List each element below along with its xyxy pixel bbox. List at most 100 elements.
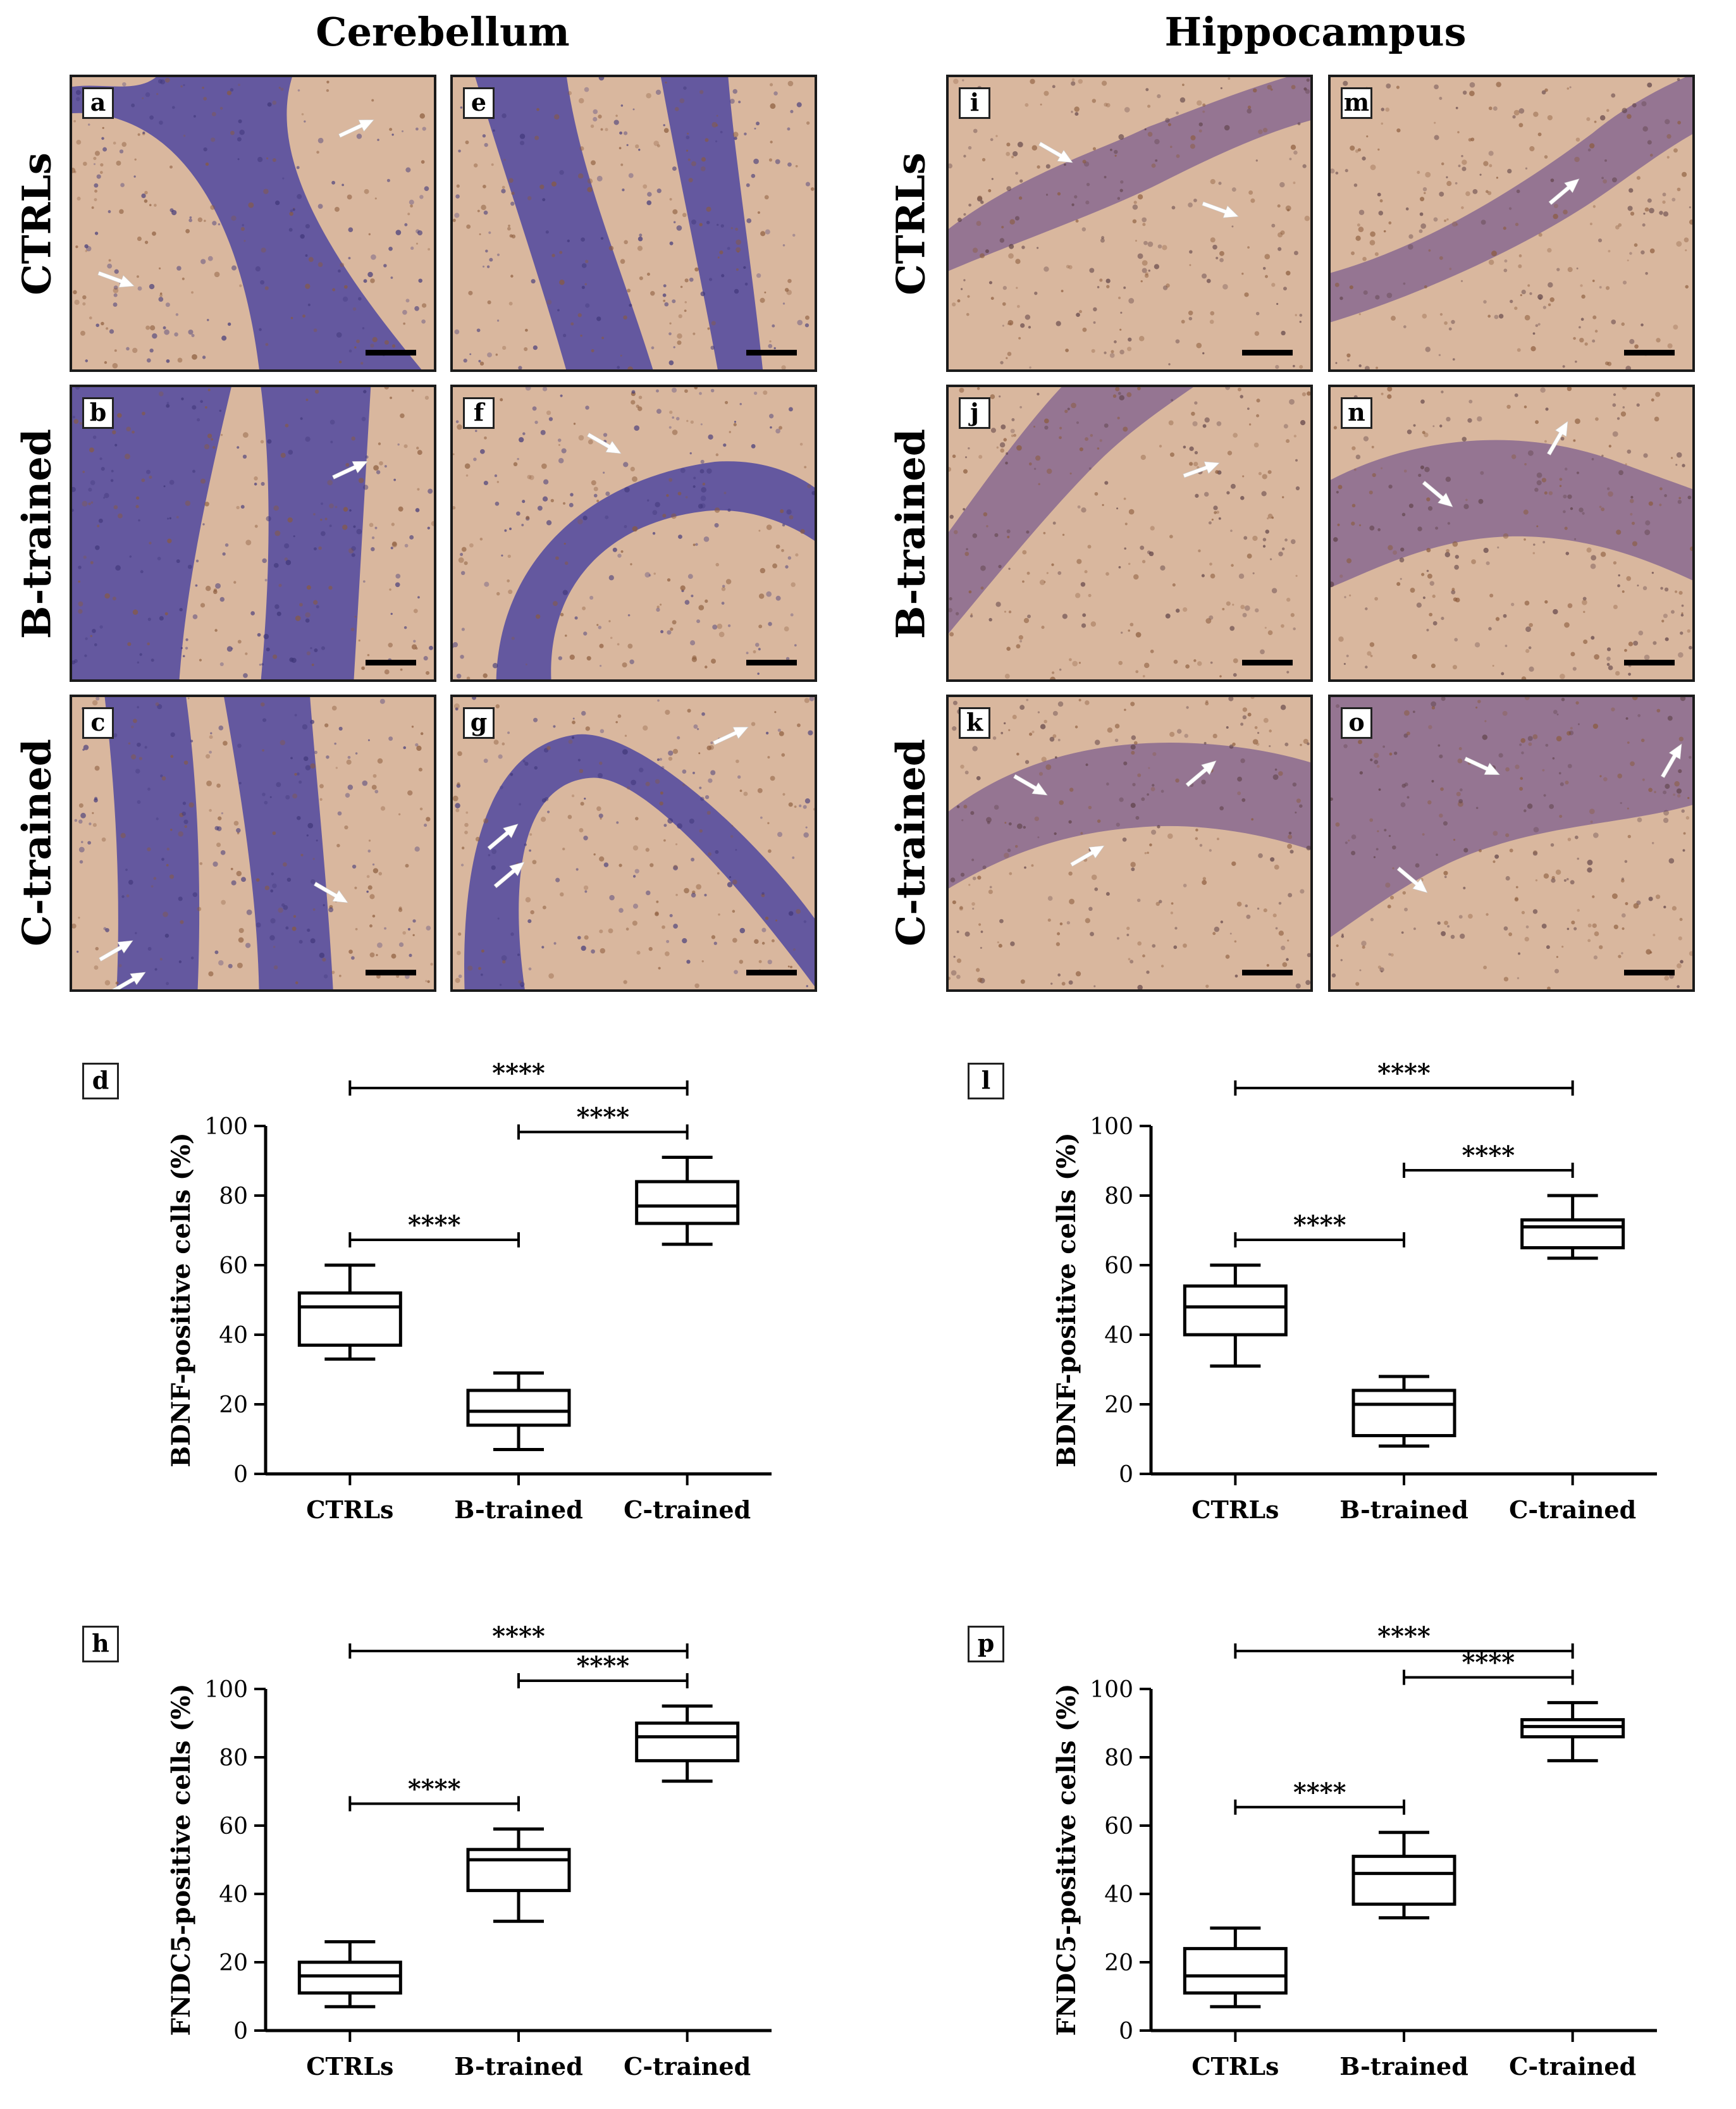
cell-layer bbox=[949, 387, 1193, 634]
white-arrow-icon bbox=[711, 721, 751, 748]
row-label-btrained-hippocampus: B-trained bbox=[887, 428, 934, 640]
panel-letter: o bbox=[1341, 707, 1372, 739]
y-tick-label: 20 bbox=[219, 1950, 248, 1976]
white-arrow-icon bbox=[1543, 418, 1573, 457]
significance-label: **** bbox=[492, 1621, 545, 1651]
row-label-ctrained: C-trained bbox=[13, 739, 60, 946]
cell-layer bbox=[949, 742, 1310, 889]
row-label-ctrls: CTRLs bbox=[13, 152, 60, 295]
x-tick-label: CTRLs bbox=[1191, 2052, 1279, 2081]
white-arrow-icon bbox=[491, 857, 529, 891]
cell-layer bbox=[475, 77, 763, 369]
white-arrow-icon bbox=[1183, 756, 1221, 790]
scale-bar bbox=[746, 660, 797, 665]
iqr-box bbox=[1520, 1218, 1625, 1249]
y-tick-label: 80 bbox=[219, 1745, 248, 1771]
panel-letter: f bbox=[463, 397, 495, 429]
micrograph-g: g bbox=[450, 695, 817, 992]
box-plot: 0 20 40 60 80 100 BDNF-positive cells (%) CTRLs… bbox=[166, 1058, 772, 1524]
row-label-btrained: B-trained bbox=[13, 428, 60, 640]
micrograph-n: n bbox=[1328, 385, 1695, 682]
micrograph-o: o bbox=[1328, 695, 1695, 992]
iqr-box bbox=[1520, 1718, 1625, 1739]
chart-p: p 0 20 40 60 80 100 FNDC5-positive cells (%) CTR… bbox=[968, 1619, 1714, 2106]
scale-bar bbox=[1242, 970, 1293, 975]
y-tick-label: 80 bbox=[219, 1184, 248, 1209]
iqr-box bbox=[1351, 1855, 1456, 1906]
y-axis-label: FNDC5-positive cells (%) bbox=[166, 1683, 196, 2036]
box-CTRLs bbox=[1183, 1926, 1288, 2008]
significance-label: **** bbox=[1462, 1648, 1515, 1678]
y-tick-label: 20 bbox=[219, 1392, 248, 1418]
white-arrow-icon bbox=[585, 429, 624, 459]
y-tick-label: 40 bbox=[219, 1882, 248, 1908]
cell-layer bbox=[104, 697, 333, 989]
x-tick-label: B-trained bbox=[454, 1495, 583, 1524]
iqr-box bbox=[635, 1721, 740, 1762]
chart-h: h 0 20 40 60 80 100 FNDC5-positive cells (%) CTR… bbox=[82, 1619, 828, 2106]
y-tick-label: 20 bbox=[1104, 1950, 1133, 1976]
panel-letter: e bbox=[463, 87, 495, 119]
white-arrow-icon bbox=[1420, 478, 1457, 512]
scale-bar bbox=[746, 350, 797, 356]
row-label-ctrls-hippocampus: CTRLs bbox=[887, 152, 934, 295]
micrograph-k: k bbox=[946, 695, 1313, 992]
box-B-trained bbox=[466, 1827, 571, 1923]
significance-bracket bbox=[1403, 1163, 1574, 1178]
chart-panel-letter: h bbox=[82, 1626, 119, 1662]
iqr-box bbox=[635, 1180, 740, 1225]
cell-nuclei bbox=[72, 387, 434, 678]
panel-letter: n bbox=[1341, 397, 1372, 429]
significance-bracket bbox=[1234, 1799, 1405, 1815]
y-tick-label: 60 bbox=[219, 1814, 248, 1840]
significance-label: **** bbox=[1293, 1210, 1346, 1240]
significance-bracket bbox=[348, 1080, 689, 1096]
box-plot: 0 20 40 60 80 100 FNDC5-positive cells (%) CTRL… bbox=[1052, 1621, 1657, 2081]
y-tick-label: 0 bbox=[233, 1462, 248, 1488]
white-arrow-icon bbox=[96, 267, 136, 292]
cell-layer bbox=[1331, 77, 1692, 323]
y-tick-label: 100 bbox=[204, 1114, 248, 1140]
panel-letter: k bbox=[959, 707, 990, 739]
x-tick-label: C-trained bbox=[624, 1495, 751, 1524]
scale-bar bbox=[366, 970, 416, 975]
micrograph-j: j bbox=[946, 385, 1313, 682]
scale-bar bbox=[366, 350, 416, 356]
significance-label: **** bbox=[1377, 1621, 1431, 1651]
x-tick-label: B-trained bbox=[1339, 1495, 1468, 1524]
y-tick-label: 0 bbox=[233, 2019, 248, 2044]
white-arrow-icon bbox=[1657, 741, 1687, 780]
significance-label: **** bbox=[1293, 1778, 1346, 1807]
x-tick-label: B-trained bbox=[1339, 2052, 1468, 2081]
white-arrow-icon bbox=[1546, 174, 1584, 208]
cell-layer bbox=[1331, 440, 1692, 588]
significance-bracket bbox=[1234, 1232, 1405, 1247]
column-title-cerebellum: Cerebellum bbox=[316, 9, 570, 55]
iqr-box bbox=[1183, 1946, 1288, 1995]
white-arrow-icon bbox=[337, 114, 377, 141]
white-arrow-icon bbox=[331, 455, 371, 483]
cell-layer bbox=[72, 77, 422, 369]
y-axis-label: BDNF-positive cells (%) bbox=[166, 1132, 196, 1467]
y-tick-label: 100 bbox=[1090, 1114, 1133, 1140]
y-axis-label: FNDC5-positive cells (%) bbox=[1052, 1683, 1081, 2036]
scale-bar bbox=[366, 660, 416, 665]
significance-label: **** bbox=[408, 1774, 461, 1803]
y-tick-label: 100 bbox=[204, 1677, 248, 1703]
cell-nuclei bbox=[453, 697, 815, 989]
significance-label: **** bbox=[1377, 1058, 1431, 1088]
y-tick-label: 40 bbox=[219, 1323, 248, 1349]
row-label-ctrained-hippocampus: C-trained bbox=[887, 739, 934, 946]
chart-panel-letter: l bbox=[968, 1063, 1004, 1099]
significance-label: **** bbox=[576, 1651, 629, 1681]
significance-label: **** bbox=[492, 1058, 545, 1088]
white-arrow-icon bbox=[312, 878, 351, 908]
y-tick-label: 80 bbox=[1104, 1184, 1133, 1209]
y-tick-label: 0 bbox=[1119, 2019, 1133, 2044]
significance-label: **** bbox=[1462, 1141, 1515, 1170]
y-axis-label: BDNF-positive cells (%) bbox=[1052, 1132, 1081, 1467]
significance-label: **** bbox=[576, 1103, 629, 1132]
iqr-box bbox=[466, 1388, 571, 1427]
white-arrow-icon bbox=[1181, 457, 1221, 481]
x-tick-label: CTRLs bbox=[306, 2052, 393, 2081]
